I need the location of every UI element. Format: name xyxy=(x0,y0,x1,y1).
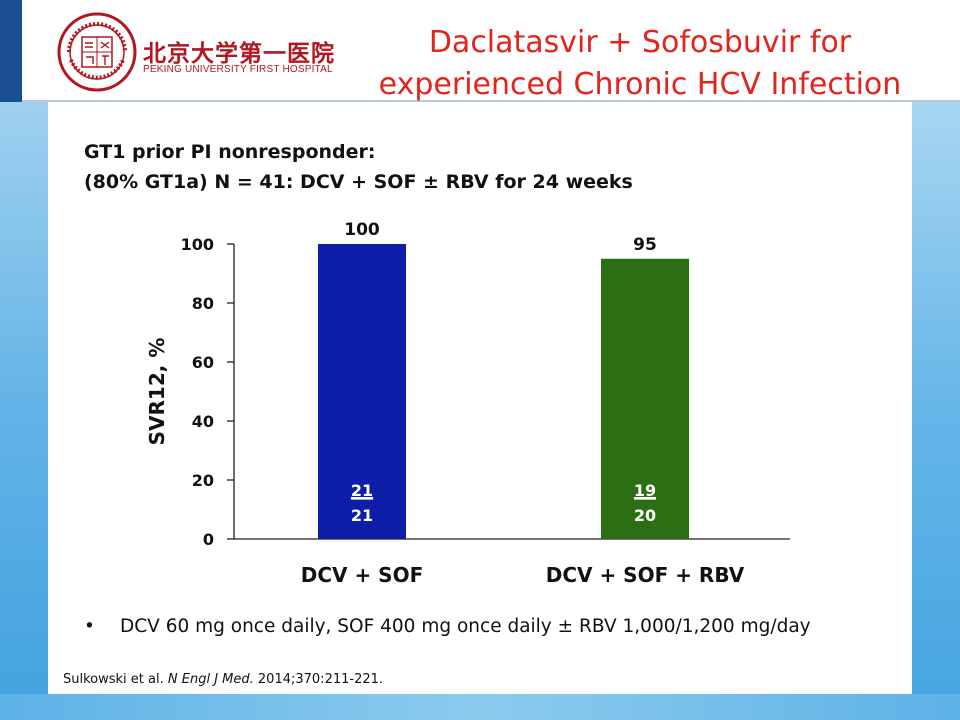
hospital-name-english: PEKING UNIVERSITY FIRST HOSPITAL xyxy=(143,64,333,75)
fraction-denominator: 21 xyxy=(351,506,373,525)
citation-authors: Sulkowski et al. xyxy=(63,672,164,687)
citation-journal: N Engl J Med. xyxy=(167,672,254,687)
bullet-marker: • xyxy=(84,616,95,637)
fraction-denominator: 20 xyxy=(634,506,656,525)
left-decorative-panel xyxy=(0,102,48,720)
y-axis: 0 20 40 60 80 100 xyxy=(181,235,790,549)
left-accent-bar xyxy=(0,0,22,102)
slide-title: Daclatasvir + Sofosbuvir for experienced… xyxy=(340,22,940,106)
x-category-label: DCV + SOF xyxy=(301,563,424,587)
x-category-label: DCV + SOF + RBV xyxy=(546,563,745,587)
subtitle-line-1: GT1 prior PI nonresponder: xyxy=(84,141,376,163)
citation-details: 2014;370:211-221. xyxy=(257,672,384,687)
header-divider xyxy=(22,100,960,102)
university-seal-icon xyxy=(57,12,137,92)
hospital-name-chinese: 北京大学第一医院 xyxy=(143,40,335,67)
subtitle-line-2: (80% GT1a) N = 41: DCV + SOF ± RBV for 2… xyxy=(84,171,633,193)
bar-series: 100 21 21 95 19 20 xyxy=(318,220,689,539)
dosing-note-text: DCV 60 mg once daily, SOF 400 mg once da… xyxy=(120,616,811,637)
bar xyxy=(601,258,689,539)
bottom-decorative-band xyxy=(0,694,960,720)
bar-value-label: 95 xyxy=(633,235,657,255)
y-tick-label: 20 xyxy=(192,471,214,490)
y-tick-label: 0 xyxy=(203,530,214,549)
title-line-2: experienced Chronic HCV Infection xyxy=(378,67,902,102)
study-description: GT1 prior PI nonresponder: (80% GT1a) N … xyxy=(84,137,633,197)
citation: Sulkowski et al. N Engl J Med. 2014;370:… xyxy=(63,672,383,687)
y-tick-label: 40 xyxy=(192,412,214,431)
right-decorative-panel xyxy=(912,102,960,720)
title-line-1: Daclatasvir + Sofosbuvir for xyxy=(428,25,852,60)
y-tick-label: 100 xyxy=(181,235,214,254)
fraction-numerator: 21 xyxy=(351,481,373,500)
y-tick-label: 80 xyxy=(192,294,214,313)
y-tick-label: 60 xyxy=(192,353,214,372)
y-axis-title: SVR12, % xyxy=(145,338,169,446)
fraction-numerator: 19 xyxy=(634,481,656,500)
x-axis-labels: DCV + SOF DCV + SOF + RBV xyxy=(301,563,745,587)
bar xyxy=(318,244,406,539)
dosing-note: • DCV 60 mg once daily, SOF 400 mg once d… xyxy=(84,616,811,637)
bar-value-label: 100 xyxy=(344,220,380,240)
